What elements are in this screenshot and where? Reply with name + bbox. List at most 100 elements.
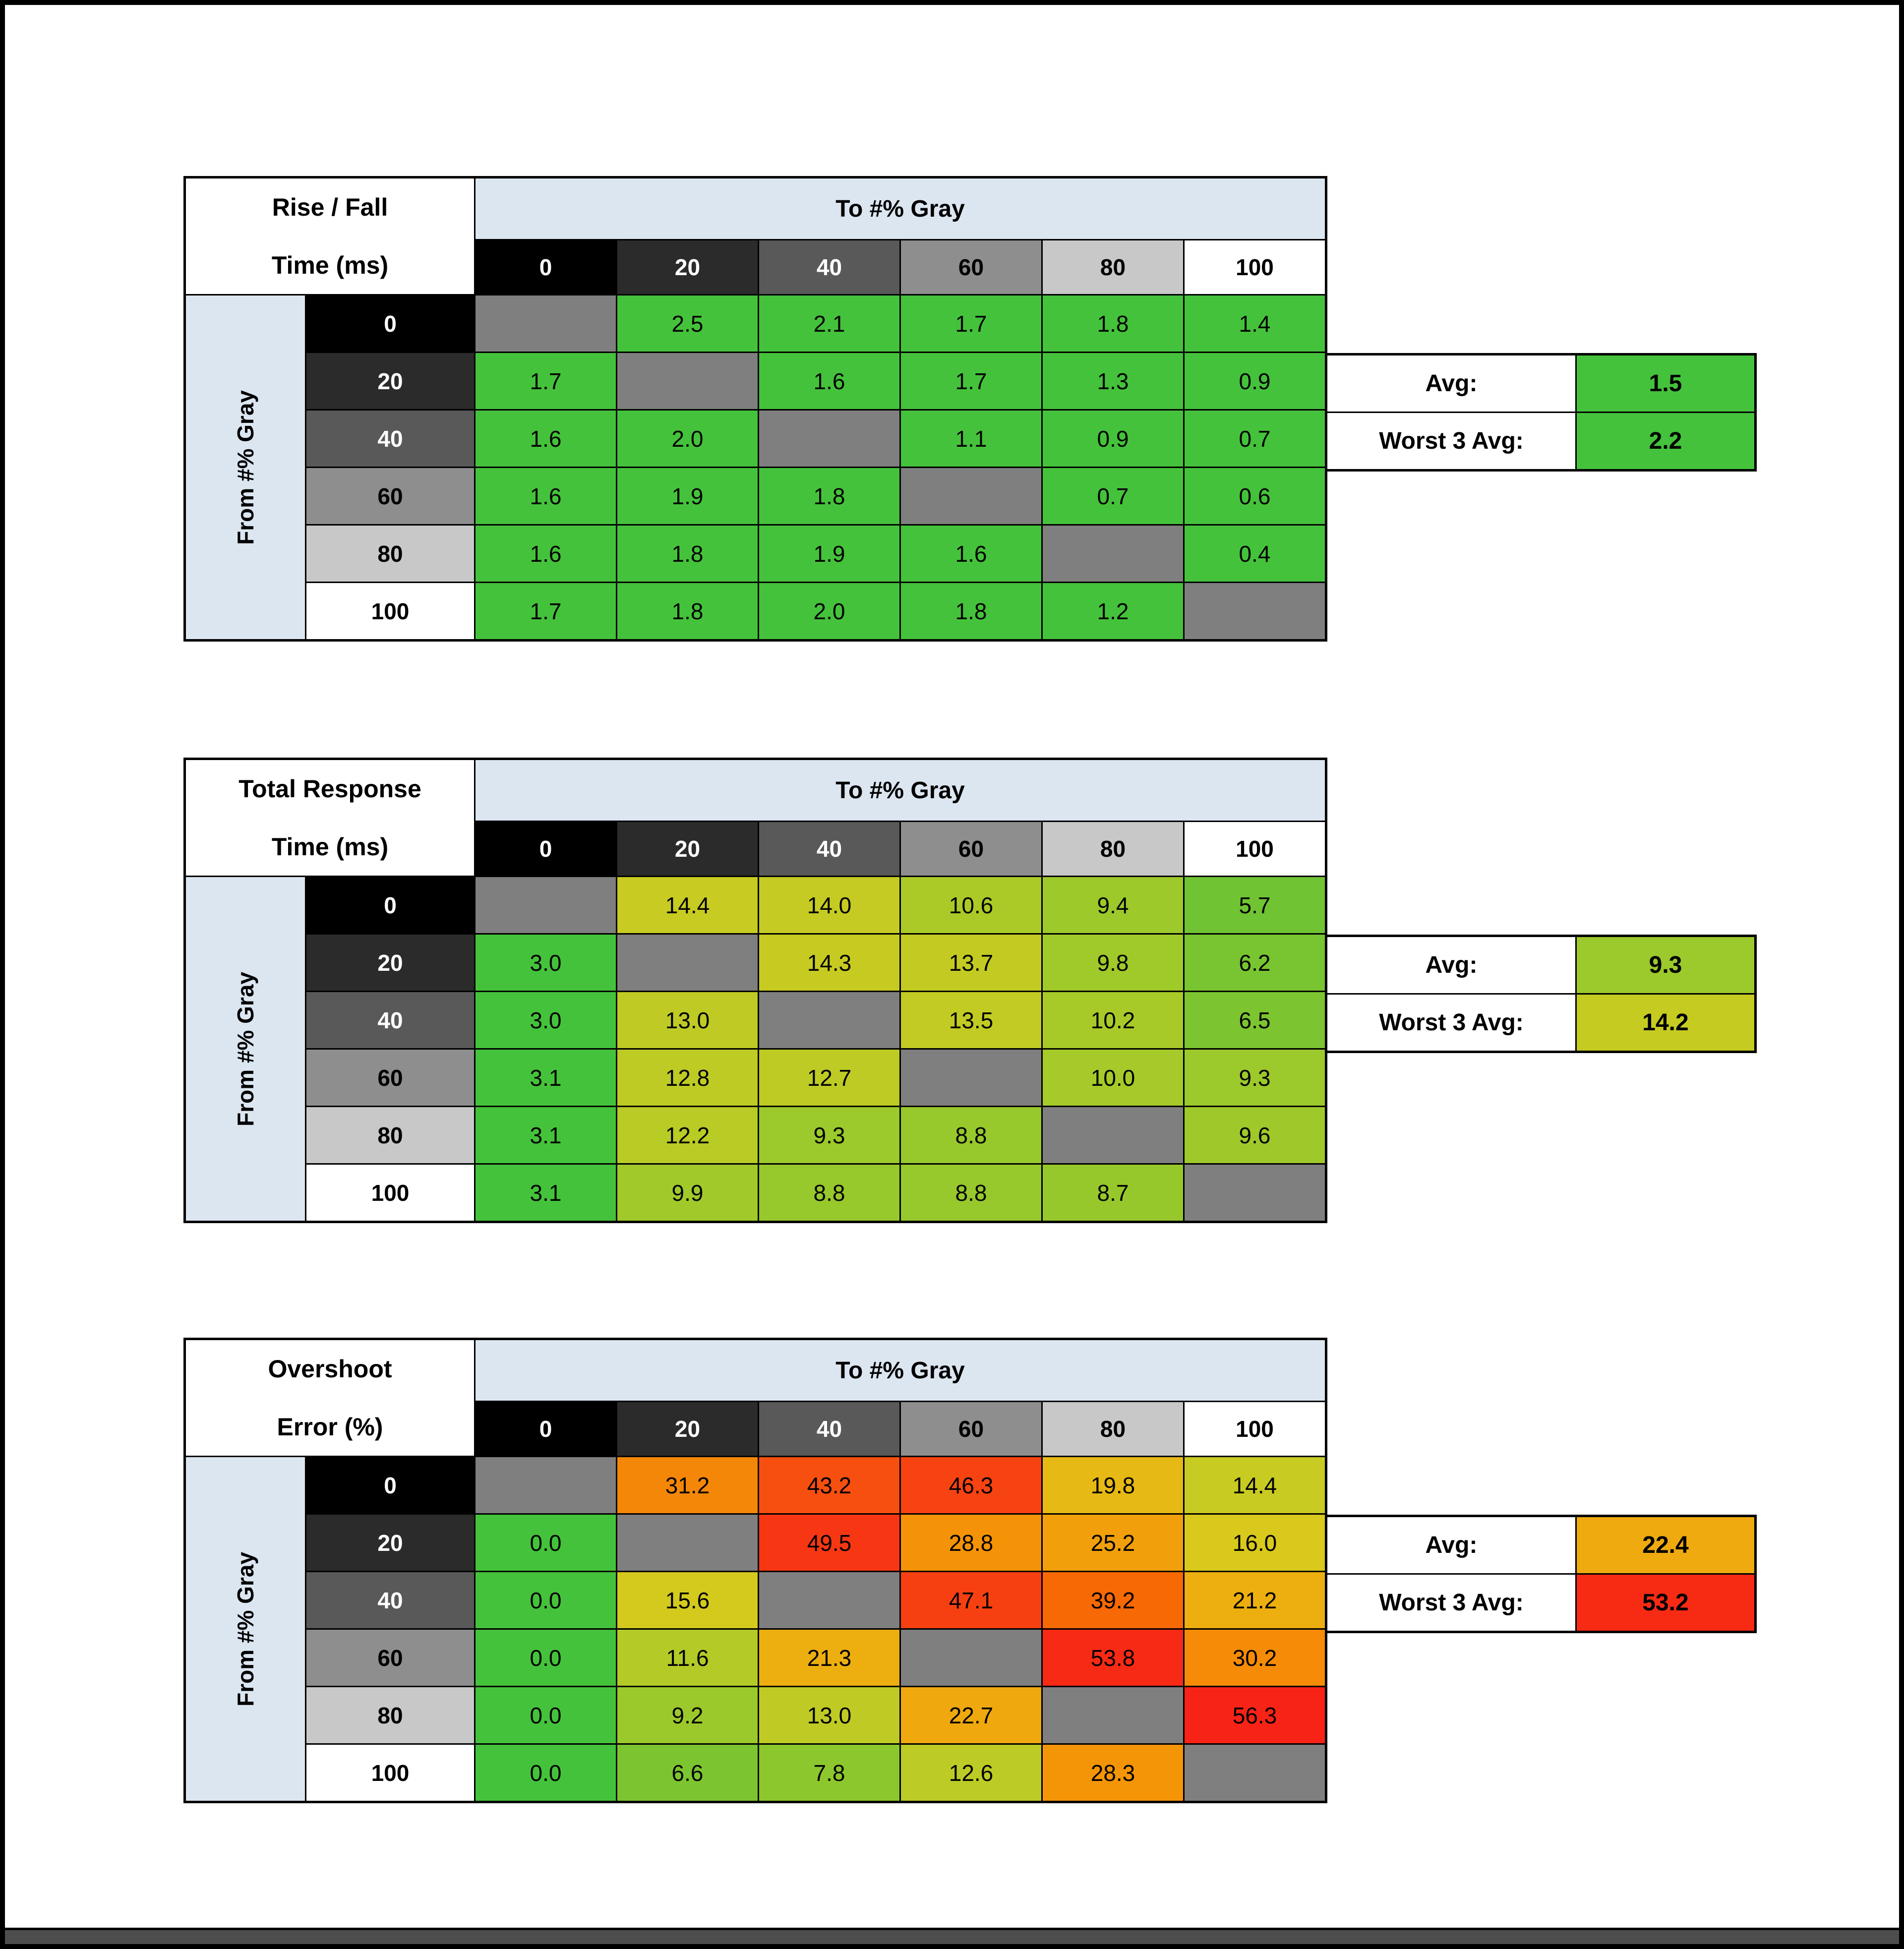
matrix-cell: 14.4: [1185, 1457, 1325, 1513]
matrix-cell: 8.7: [1043, 1165, 1183, 1221]
table-title-line2: Time (ms): [271, 251, 389, 279]
matrix-cell: 8.8: [901, 1107, 1041, 1163]
matrix-cell: 1.6: [901, 526, 1041, 582]
matrix-cell: 13.7: [901, 935, 1041, 991]
col-header-20: 20: [617, 240, 758, 294]
col-header-60: 60: [901, 240, 1041, 294]
matrix-cell: 10.6: [901, 877, 1041, 933]
avg-label: Avg:: [1327, 937, 1575, 993]
matrix-cell: 1.6: [759, 353, 899, 409]
row-header-40: 40: [306, 1572, 474, 1628]
matrix-cell: 1.8: [1043, 295, 1183, 352]
diagonal-cell: [759, 1572, 899, 1628]
table-title-line1: Rise / Fall: [272, 193, 388, 222]
diagonal-cell: [759, 992, 899, 1048]
worst3-value: 53.2: [1577, 1575, 1754, 1631]
col-header-0: 0: [476, 1402, 616, 1456]
matrix-cell: 1.8: [901, 583, 1041, 639]
avg-label: Avg:: [1327, 1517, 1575, 1573]
matrix-cell: 25.2: [1043, 1515, 1183, 1571]
avg-panel: Avg: 1.5 Worst 3 Avg: 2.2: [1325, 353, 1757, 472]
col-header-0: 0: [476, 240, 616, 294]
diagonal-cell: [1043, 1687, 1183, 1743]
matrix-cell: 1.1: [901, 411, 1041, 467]
row-header-100: 100: [306, 1165, 474, 1221]
matrix-cell: 1.6: [476, 468, 616, 524]
matrix-cell: 9.4: [1043, 877, 1183, 933]
matrix-cell: 8.8: [901, 1165, 1041, 1221]
row-header-0: 0: [306, 1457, 474, 1513]
matrix-cell: 3.1: [476, 1107, 616, 1163]
matrix-cell: 7.8: [759, 1745, 899, 1801]
matrix-cell: 15.6: [617, 1572, 758, 1628]
col-header-40: 40: [759, 1402, 899, 1456]
matrix-cell: 19.8: [1043, 1457, 1183, 1513]
matrix-cell: 12.6: [901, 1745, 1041, 1801]
col-header-80: 80: [1043, 1402, 1183, 1456]
worst3-label: Worst 3 Avg:: [1327, 995, 1575, 1051]
from-gray-header-label: From #% Gray: [233, 1551, 258, 1707]
matrix-cell: 3.0: [476, 992, 616, 1048]
col-header-20: 20: [617, 1402, 758, 1456]
avg-value: 9.3: [1577, 937, 1754, 993]
avg-panel: Avg: 9.3 Worst 3 Avg: 14.2: [1325, 935, 1757, 1053]
avg-panel: Avg: 22.4 Worst 3 Avg: 53.2: [1325, 1515, 1757, 1633]
diagonal-cell: [901, 1050, 1041, 1106]
col-header-80: 80: [1043, 240, 1183, 294]
matrix-cell: 0.0: [476, 1745, 616, 1801]
diagonal-cell: [617, 353, 758, 409]
matrix-cell: 2.1: [759, 295, 899, 352]
matrix-cell: 28.3: [1043, 1745, 1183, 1801]
matrix-cell: 13.0: [617, 992, 758, 1048]
from-gray-header-label: From #% Gray: [233, 390, 258, 545]
row-header-20: 20: [306, 1515, 474, 1571]
avg-label: Avg:: [1327, 355, 1575, 412]
diagonal-cell: [759, 411, 899, 467]
matrix-cell: 21.3: [759, 1630, 899, 1686]
row-header-0: 0: [306, 295, 474, 352]
matrix-cell: 47.1: [901, 1572, 1041, 1628]
row-header-80: 80: [306, 526, 474, 582]
matrix-cell: 9.2: [617, 1687, 758, 1743]
matrix-cell: 12.2: [617, 1107, 758, 1163]
row-header-60: 60: [306, 1630, 474, 1686]
col-header-40: 40: [759, 822, 899, 876]
col-header-100: 100: [1185, 1402, 1325, 1456]
matrix-cell: 9.3: [1185, 1050, 1325, 1106]
table-title: Overshoot Error (%): [186, 1340, 474, 1456]
matrix-cell: 0.9: [1043, 411, 1183, 467]
matrix-cell: 1.7: [901, 353, 1041, 409]
matrix-cell: 2.0: [759, 583, 899, 639]
matrix-cell: 53.8: [1043, 1630, 1183, 1686]
overshoot-matrix: Overshoot Error (%) To #% Gray From #% G…: [183, 1338, 1327, 1803]
matrix-cell: 21.2: [1185, 1572, 1325, 1628]
matrix-cell: 3.1: [476, 1165, 616, 1221]
matrix-cell: 30.2: [1185, 1630, 1325, 1686]
matrix-cell: 1.7: [476, 353, 616, 409]
matrix-cell: 2.0: [617, 411, 758, 467]
matrix-cell: 9.9: [617, 1165, 758, 1221]
row-header-80: 80: [306, 1687, 474, 1743]
diagonal-cell: [1043, 1107, 1183, 1163]
matrix-cell: 1.8: [617, 526, 758, 582]
table-title-line2: Time (ms): [271, 832, 389, 861]
matrix-cell: 0.6: [1185, 468, 1325, 524]
row-header-60: 60: [306, 468, 474, 524]
diagonal-cell: [476, 877, 616, 933]
matrix-cell: 0.7: [1185, 411, 1325, 467]
matrix-cell: 1.8: [759, 468, 899, 524]
matrix-cell: 6.6: [617, 1745, 758, 1801]
matrix-cell: 0.0: [476, 1515, 616, 1571]
matrix-cell: 1.2: [1043, 583, 1183, 639]
bottom-edge-bar: [5, 1928, 1899, 1944]
matrix-cell: 10.0: [1043, 1050, 1183, 1106]
matrix-cell: 1.8: [617, 583, 758, 639]
row-header-60: 60: [306, 1050, 474, 1106]
matrix-cell: 16.0: [1185, 1515, 1325, 1571]
matrix-cell: 28.8: [901, 1515, 1041, 1571]
table-title-line1: Overshoot: [268, 1355, 392, 1383]
matrix-cell: 0.9: [1185, 353, 1325, 409]
table-title-line2: Error (%): [277, 1413, 383, 1441]
matrix-cell: 6.2: [1185, 935, 1325, 991]
matrix-cell: 8.8: [759, 1165, 899, 1221]
